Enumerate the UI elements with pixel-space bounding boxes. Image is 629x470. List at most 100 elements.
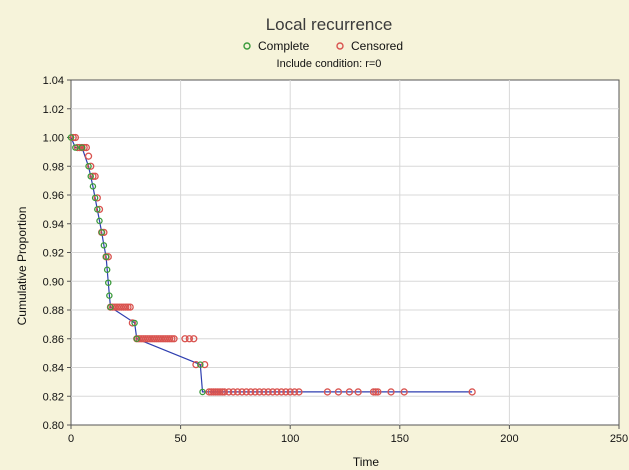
censored-point	[290, 388, 299, 396]
censored-point	[225, 388, 233, 396]
legend-censored-label: Censored	[351, 39, 403, 53]
x-axis-label: Time	[353, 455, 380, 469]
censored-point	[374, 388, 382, 396]
censored-point	[216, 388, 224, 396]
y-tick-label: 0.90	[43, 276, 64, 288]
grid	[71, 80, 619, 425]
censored-point	[192, 360, 200, 369]
censored-point	[165, 335, 174, 343]
complete-point	[105, 279, 112, 286]
censored-point	[95, 205, 104, 214]
censored-point	[264, 388, 272, 396]
censored-point	[282, 388, 290, 396]
y-tick-label: 0.84	[43, 363, 64, 375]
complete-point	[89, 183, 97, 190]
y-tick-label: 1.02	[43, 104, 64, 116]
y-tick-label: 0.88	[43, 305, 64, 317]
censored-point	[260, 388, 268, 396]
censored-point	[286, 388, 294, 396]
complete-point	[78, 144, 86, 151]
complete-point	[91, 194, 99, 202]
censored-point	[69, 133, 77, 142]
censored-point	[334, 388, 343, 396]
censored-point	[247, 388, 255, 396]
x-tick-label: 250	[610, 433, 628, 445]
x-tick-label: 150	[391, 433, 409, 445]
y-tick-label: 0.92	[43, 248, 64, 260]
censored-point	[369, 388, 378, 396]
y-axis-label: Cumulative Proportion	[15, 207, 29, 326]
censored-point	[71, 133, 80, 142]
censored-point	[387, 388, 395, 396]
complete-point	[197, 361, 204, 368]
censored-point	[93, 194, 101, 202]
legend-complete-marker	[243, 42, 251, 50]
legend-censored-marker	[336, 42, 344, 50]
censored-point	[128, 319, 137, 327]
censored-point	[80, 143, 88, 152]
censored-point	[87, 162, 95, 170]
y-tick-label: 0.80	[43, 420, 64, 432]
x-tick-label: 100	[281, 433, 299, 445]
complete-point	[106, 292, 113, 299]
censored-point	[323, 388, 332, 396]
censored-point	[170, 335, 178, 343]
complete-point	[72, 144, 79, 151]
censored-point	[273, 388, 281, 396]
censored-point	[255, 388, 264, 396]
censored-point	[295, 388, 303, 396]
x-tick-label: 0	[68, 433, 74, 445]
legend-complete-label: Complete	[258, 39, 310, 53]
censored-point	[233, 388, 242, 396]
censored-point	[220, 388, 229, 396]
y-tick-label: 0.86	[43, 334, 64, 346]
censored-point	[84, 152, 93, 160]
chart-subtitle: Include condition: r=0	[277, 58, 382, 70]
censored-point	[354, 388, 362, 396]
complete-point	[96, 217, 103, 225]
censored-point	[104, 253, 112, 261]
survival-curve-line	[70, 137, 473, 393]
censored-point	[100, 228, 108, 237]
chart-title: Local recurrence	[266, 15, 393, 34]
complete-point	[102, 253, 110, 261]
censored-point	[181, 335, 189, 343]
complete-point	[98, 229, 105, 236]
y-tick-label: 0.94	[43, 219, 64, 231]
complete-point	[107, 303, 114, 311]
censored-point	[251, 388, 259, 396]
censored-point	[91, 172, 99, 180]
censored-point	[201, 360, 209, 369]
complete-point	[67, 134, 75, 141]
complete-point	[103, 266, 111, 273]
legend: Complete Censored	[243, 39, 403, 53]
censored-point	[345, 388, 354, 396]
y-tick-label: 0.98	[43, 161, 64, 173]
censored-point	[89, 172, 97, 180]
censored-markers	[69, 133, 476, 396]
censored-point	[168, 335, 176, 343]
censored-point	[277, 388, 286, 396]
censored-point	[122, 303, 130, 311]
censored-point	[229, 388, 237, 396]
censored-point	[269, 388, 277, 396]
complete-point	[199, 388, 206, 396]
censored-point	[185, 335, 194, 343]
y-tick-label: 1.00	[43, 133, 64, 145]
censored-point	[124, 303, 132, 311]
x-axis-ticks: 0 50 100 150 200 250	[68, 425, 628, 445]
complete-markers	[67, 134, 206, 396]
complete-point	[100, 242, 108, 249]
y-tick-label: 0.82	[43, 391, 64, 403]
x-tick-label: 200	[500, 433, 518, 445]
censored-point	[82, 143, 90, 152]
x-tick-label: 50	[174, 433, 186, 445]
censored-point	[190, 335, 198, 343]
censored-point	[238, 388, 246, 396]
complete-point	[87, 173, 94, 180]
y-tick-label: 1.04	[43, 75, 64, 87]
y-axis-ticks: 0.80 0.82 0.84 0.86 0.88 0.90 0.92 0.94 0.96 0.98…	[43, 75, 71, 432]
complete-point	[94, 206, 101, 213]
